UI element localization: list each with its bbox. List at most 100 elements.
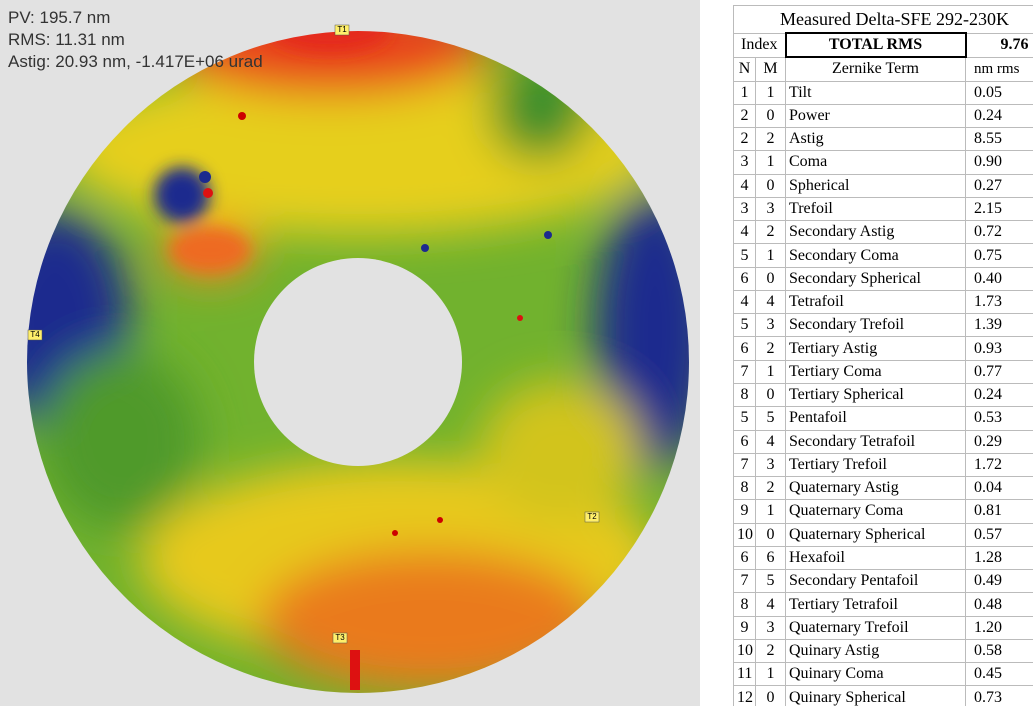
rms-cell: 0.40 xyxy=(964,266,1033,291)
n-cell: 5 xyxy=(733,406,756,431)
term-row: 7 5 Secondary Pentafoil 0.49 xyxy=(733,569,1033,594)
term-cell: Tertiary Astig xyxy=(785,336,966,361)
term-row: 1 1 Tilt 0.05 xyxy=(733,80,1033,105)
rms-cell: 1.20 xyxy=(964,615,1033,640)
n-cell: 8 xyxy=(733,476,756,501)
term-cell: Power xyxy=(785,103,966,129)
m-cell: 6 xyxy=(755,545,786,571)
n-cell: 9 xyxy=(733,615,756,640)
term-cell: Coma xyxy=(785,150,966,175)
annulus xyxy=(0,0,700,706)
rms-cell: 0.29 xyxy=(964,429,1033,454)
term-row: 6 6 Hexafoil 1.28 xyxy=(733,545,1033,571)
m-cell: 4 xyxy=(755,592,786,617)
n-cell: 5 xyxy=(733,313,756,338)
marker-box xyxy=(334,24,350,36)
n-cell: 10 xyxy=(733,522,756,547)
n-cell: 8 xyxy=(733,382,756,408)
n-cell: 3 xyxy=(733,150,756,175)
total-value: 9.76 xyxy=(964,32,1033,58)
n-cell: 4 xyxy=(733,173,756,198)
term-row: 4 0 Spherical 0.27 xyxy=(733,173,1033,198)
m-cell: 1 xyxy=(755,359,786,384)
rms-cell: 0.49 xyxy=(964,569,1033,594)
m-cell: 0 xyxy=(755,522,786,547)
m-cell: 0 xyxy=(755,173,786,198)
marker-label: T3 xyxy=(335,633,345,642)
n-cell: 1 xyxy=(733,80,756,105)
rms-cell: 0.73 xyxy=(964,685,1033,706)
n-cell: 11 xyxy=(733,662,756,687)
m-cell: 1 xyxy=(755,499,786,524)
column-header: M xyxy=(755,56,786,82)
term-cell: Quinary Coma xyxy=(785,662,966,687)
n-cell: 2 xyxy=(733,127,756,152)
m-cell: 3 xyxy=(755,615,786,640)
wavefront-map: PV: 195.7 nm RMS: 11.31 nm Astig: 20.93 … xyxy=(0,0,700,706)
m-cell: 2 xyxy=(755,127,786,152)
n-cell: 7 xyxy=(733,359,756,384)
zernike-table: Measured Delta-SFE 292-230K Index TOTAL … xyxy=(733,5,1033,706)
m-cell: 2 xyxy=(755,220,786,245)
rms-cell: 0.45 xyxy=(964,662,1033,687)
term-cell: Tetrafoil xyxy=(785,289,966,315)
rms-cell: 1.72 xyxy=(964,452,1033,478)
rms-cell: 1.28 xyxy=(964,545,1033,571)
term-row: 11 1 Quinary Coma 0.45 xyxy=(733,662,1033,687)
n-cell: 4 xyxy=(733,220,756,245)
n-cell: 12 xyxy=(733,685,756,706)
term-cell: Quaternary Astig xyxy=(785,476,966,501)
m-cell: 3 xyxy=(755,452,786,478)
term-cell: Tertiary Spherical xyxy=(785,382,966,408)
column-header: nm rms xyxy=(964,56,1033,82)
n-cell: 7 xyxy=(733,452,756,478)
pv-text: PV: 195.7 nm xyxy=(8,8,110,27)
rms-cell: 8.55 xyxy=(964,127,1033,152)
term-cell: Spherical xyxy=(785,173,966,198)
term-cell: Tertiary Coma xyxy=(785,359,966,384)
term-row: 6 2 Tertiary Astig 0.93 xyxy=(733,336,1033,361)
rms-cell: 1.39 xyxy=(964,313,1033,338)
marker-box xyxy=(27,329,43,341)
markers: T1 T2 T3 T4 xyxy=(27,24,600,644)
term-cell: Secondary Spherical xyxy=(785,266,966,291)
term-cell: Secondary Trefoil xyxy=(785,313,966,338)
term-row: 10 2 Quinary Astig 0.58 xyxy=(733,638,1033,664)
m-cell: 0 xyxy=(755,266,786,291)
rms-cell: 0.93 xyxy=(964,336,1033,361)
term-row: 3 1 Coma 0.90 xyxy=(733,150,1033,175)
term-row: 6 0 Secondary Spherical 0.40 xyxy=(733,266,1033,291)
term-cell: Hexafoil xyxy=(785,545,966,571)
n-cell: 3 xyxy=(733,196,756,222)
m-cell: 4 xyxy=(755,429,786,454)
term-row: 8 4 Tertiary Tetrafoil 0.48 xyxy=(733,592,1033,617)
n-cell: 7 xyxy=(733,569,756,594)
rms-cell: 0.48 xyxy=(964,592,1033,617)
n-cell: 6 xyxy=(733,429,756,454)
marker-label: T4 xyxy=(30,330,40,339)
term-cell: Quaternary Coma xyxy=(785,499,966,524)
m-cell: 1 xyxy=(755,150,786,175)
term-row: 2 0 Power 0.24 xyxy=(733,103,1033,129)
n-cell: 10 xyxy=(733,638,756,664)
m-cell: 2 xyxy=(755,476,786,501)
column-header: N xyxy=(733,56,756,82)
m-cell: 4 xyxy=(755,289,786,315)
term-row: 5 1 Secondary Coma 0.75 xyxy=(733,243,1033,268)
rms-cell: 2.15 xyxy=(964,196,1033,222)
term-row: 3 3 Trefoil 2.15 xyxy=(733,196,1033,222)
n-cell: 8 xyxy=(733,592,756,617)
m-cell: 0 xyxy=(755,103,786,129)
term-cell: Secondary Tetrafoil xyxy=(785,429,966,454)
zernike-table-panel: Measured Delta-SFE 292-230K Index TOTAL … xyxy=(733,5,1033,706)
rms-cell: 0.72 xyxy=(964,220,1033,245)
title-row: Measured Delta-SFE 292-230K xyxy=(733,5,1033,34)
m-cell: 0 xyxy=(755,382,786,408)
index-header: Index xyxy=(733,32,786,58)
term-row: 5 3 Secondary Trefoil 1.39 xyxy=(733,313,1033,338)
term-cell: Astig xyxy=(785,127,966,152)
n-cell: 6 xyxy=(733,545,756,571)
term-row: 12 0 Quinary Spherical 0.73 xyxy=(733,685,1033,706)
marker-label: T2 xyxy=(587,512,597,521)
rms-cell: 0.81 xyxy=(964,499,1033,524)
